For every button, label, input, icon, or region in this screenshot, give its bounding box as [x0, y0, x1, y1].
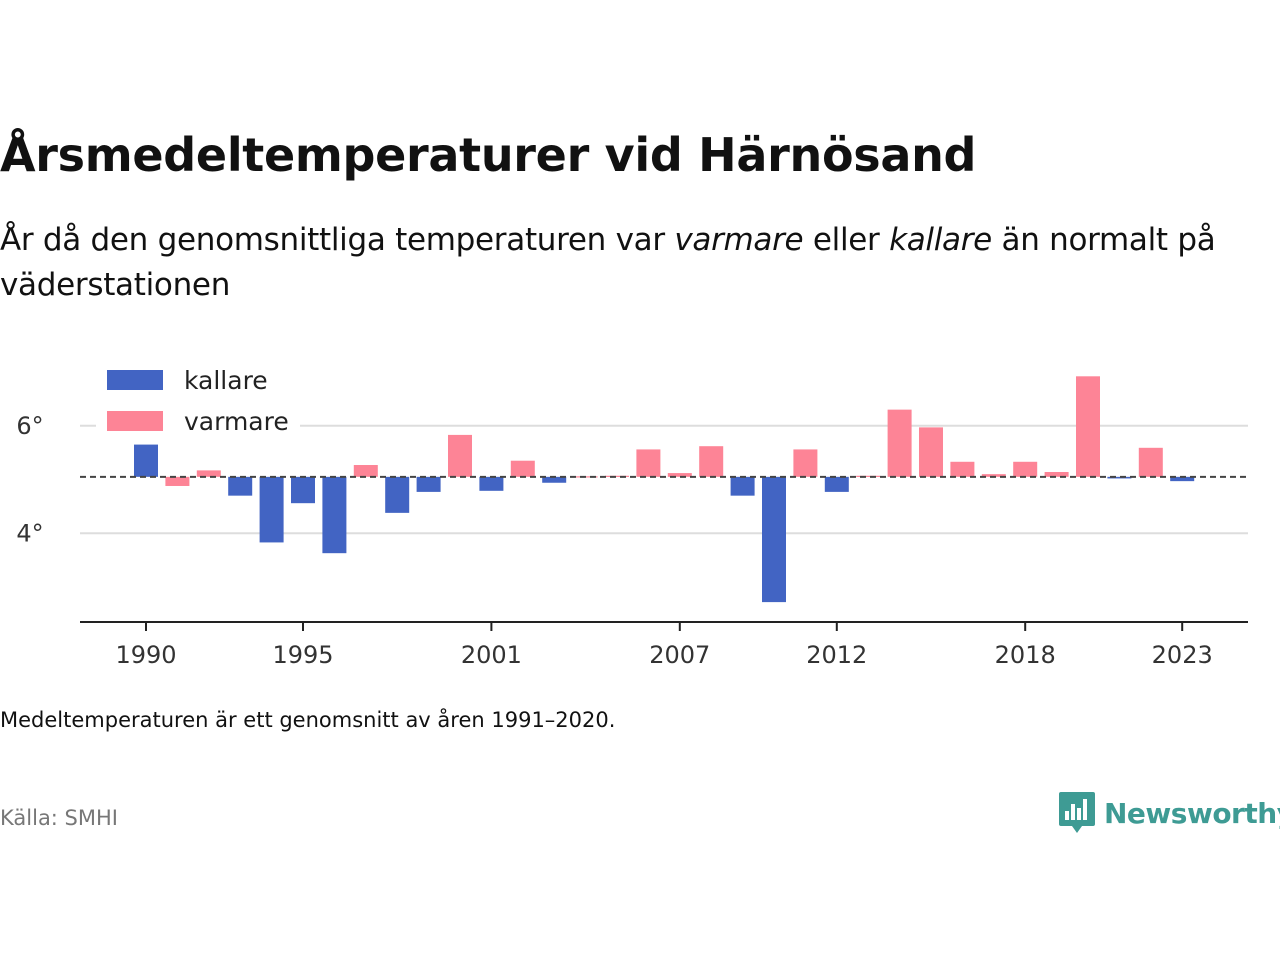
bar-2013 — [856, 475, 881, 477]
subtitle-text-1: År då den genomsnittliga temperaturen va… — [0, 222, 675, 258]
bar-2016 — [950, 461, 975, 477]
bar-2011 — [793, 449, 818, 477]
subtitle-warm-word: varmare — [674, 222, 804, 258]
bar-2015 — [919, 427, 943, 477]
x-tick-label: 2018 — [995, 641, 1056, 669]
bar-1995 — [291, 476, 315, 504]
bar-1999 — [416, 476, 441, 492]
bar-1991 — [165, 476, 190, 486]
x-tick-label: 2023 — [1152, 641, 1213, 669]
x-tick-label: 1990 — [115, 641, 176, 669]
y-tick-label: 4° — [16, 519, 43, 547]
bar-2006 — [636, 449, 661, 477]
bar-2003 — [542, 476, 567, 483]
bar-2022 — [1138, 447, 1163, 477]
bar-1993 — [228, 476, 253, 496]
bar-2007 — [667, 473, 692, 477]
bar-2009 — [730, 476, 755, 496]
bar-1997 — [353, 465, 378, 477]
legend-label-varmare: varmare — [184, 407, 289, 436]
bar-1998 — [385, 476, 410, 513]
bar-2000 — [448, 434, 472, 477]
bar-2001 — [479, 476, 504, 491]
bar-2018 — [1013, 461, 1038, 477]
bar-2020 — [1076, 376, 1100, 477]
legend-swatch-varmare — [107, 411, 163, 431]
legend: kallare varmare — [96, 358, 300, 442]
bar-2005 — [605, 475, 629, 477]
subtitle-text-2: eller — [803, 222, 890, 258]
x-axis: 1990 1995 2001 2007 2012 2018 2023 — [80, 621, 1248, 669]
x-tick-label: 2007 — [649, 641, 710, 669]
bar-2014 — [887, 409, 912, 477]
x-tick-label: 1995 — [272, 641, 333, 669]
brand-logo: Newsworthy — [1058, 790, 1280, 836]
x-tick-label: 2012 — [806, 641, 867, 669]
legend-label-kallare: kallare — [184, 366, 268, 395]
bar-2002 — [510, 460, 535, 477]
bar-2017 — [981, 474, 1006, 477]
subtitle-text-3: än normalt på väderstationen — [0, 222, 1216, 303]
source-credit: Källa: SMHI — [0, 806, 118, 830]
y-axis-ticks: 4° 6° — [16, 412, 43, 548]
bar-1994 — [259, 476, 284, 543]
bars — [134, 376, 1195, 603]
y-tick-label: 6° — [16, 412, 43, 440]
newsworthy-logo-icon — [1059, 792, 1095, 833]
footnote: Medeltemperaturen är ett genomsnitt av å… — [0, 708, 616, 732]
x-tick-label: 2001 — [461, 641, 522, 669]
chart-subtitle: År då den genomsnittliga temperaturen va… — [0, 218, 1270, 308]
bar-2008 — [699, 446, 724, 477]
subtitle-cold-word: kallare — [889, 222, 992, 258]
bar-2010 — [762, 476, 786, 603]
bar-2021 — [1107, 476, 1132, 479]
bar-1996 — [322, 476, 347, 554]
bar-2012 — [824, 476, 849, 492]
bar-2019 — [1044, 472, 1069, 477]
brand-name: Newsworthy — [1104, 796, 1280, 830]
bar-1992 — [196, 470, 221, 477]
bar-chart: 4° 6° 1990 1995 2001 2007 2012 2018 2023 kallar… — [16, 358, 1248, 669]
bar-1990 — [134, 444, 158, 477]
legend-swatch-kallare — [107, 370, 163, 390]
chart-title: Årsmedeltemperaturer vid Härnösand — [0, 128, 977, 182]
bar-2023 — [1170, 476, 1195, 482]
